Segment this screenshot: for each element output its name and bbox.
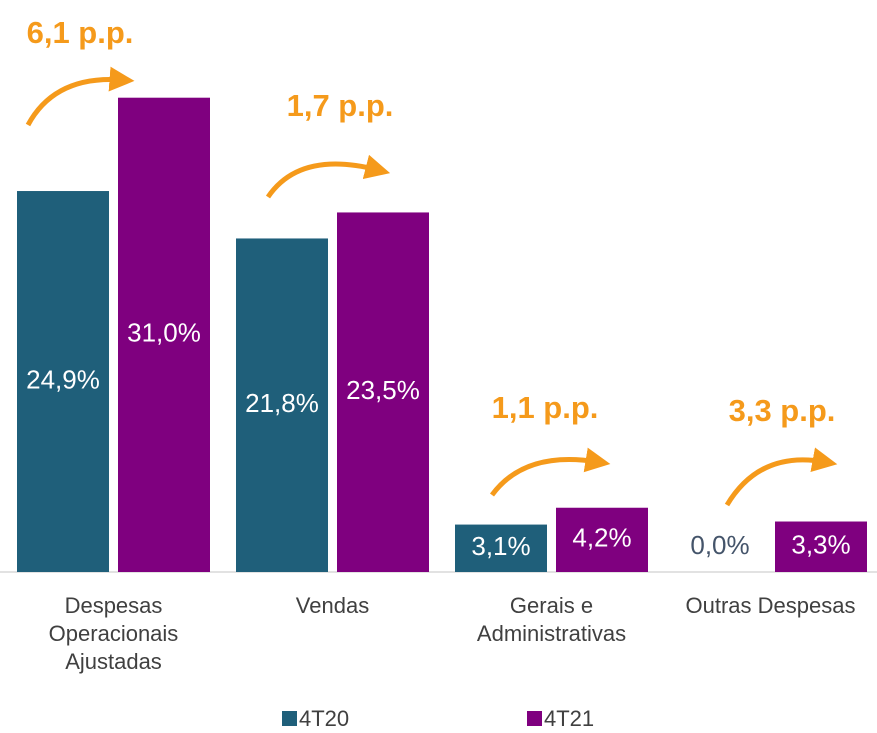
value-label: 3,3% xyxy=(791,530,850,560)
value-label: 4,2% xyxy=(572,523,631,553)
value-label: 23,5% xyxy=(346,375,420,405)
bar xyxy=(17,191,109,572)
x-tick-label: Gerais e Administrativas xyxy=(476,593,627,646)
value-label: 24,9% xyxy=(26,364,100,394)
annotation: 1,7 p.p. xyxy=(287,88,394,123)
x-tick-label: Vendas xyxy=(295,593,370,618)
legend-label: 4T20 xyxy=(299,706,349,731)
legend-label: 4T21 xyxy=(544,706,594,731)
bar xyxy=(236,238,328,572)
arrow xyxy=(25,66,135,127)
arrow xyxy=(724,447,838,507)
arrows xyxy=(25,66,838,507)
legend-swatch xyxy=(282,711,297,726)
bar xyxy=(455,524,547,572)
bar xyxy=(337,212,429,572)
value-label: 3,1% xyxy=(471,531,530,561)
annotation: 1,1 p.p. xyxy=(492,390,599,425)
value-label: 21,8% xyxy=(245,388,319,418)
x-tick-label: Outras Despesas xyxy=(685,593,856,618)
legend-swatch xyxy=(527,711,542,726)
arrow xyxy=(489,447,611,497)
value-label: 31,0% xyxy=(127,318,201,348)
value-label: 0,0% xyxy=(690,530,749,560)
bar xyxy=(775,521,867,572)
annotation: 6,1 p.p. xyxy=(27,15,134,50)
arrow xyxy=(265,154,391,199)
annotation: 3,3 p.p. xyxy=(729,393,836,428)
x-tick-label: Despesas Operacionais Ajustadas xyxy=(48,593,179,674)
bar xyxy=(118,97,210,572)
bar xyxy=(556,507,648,572)
